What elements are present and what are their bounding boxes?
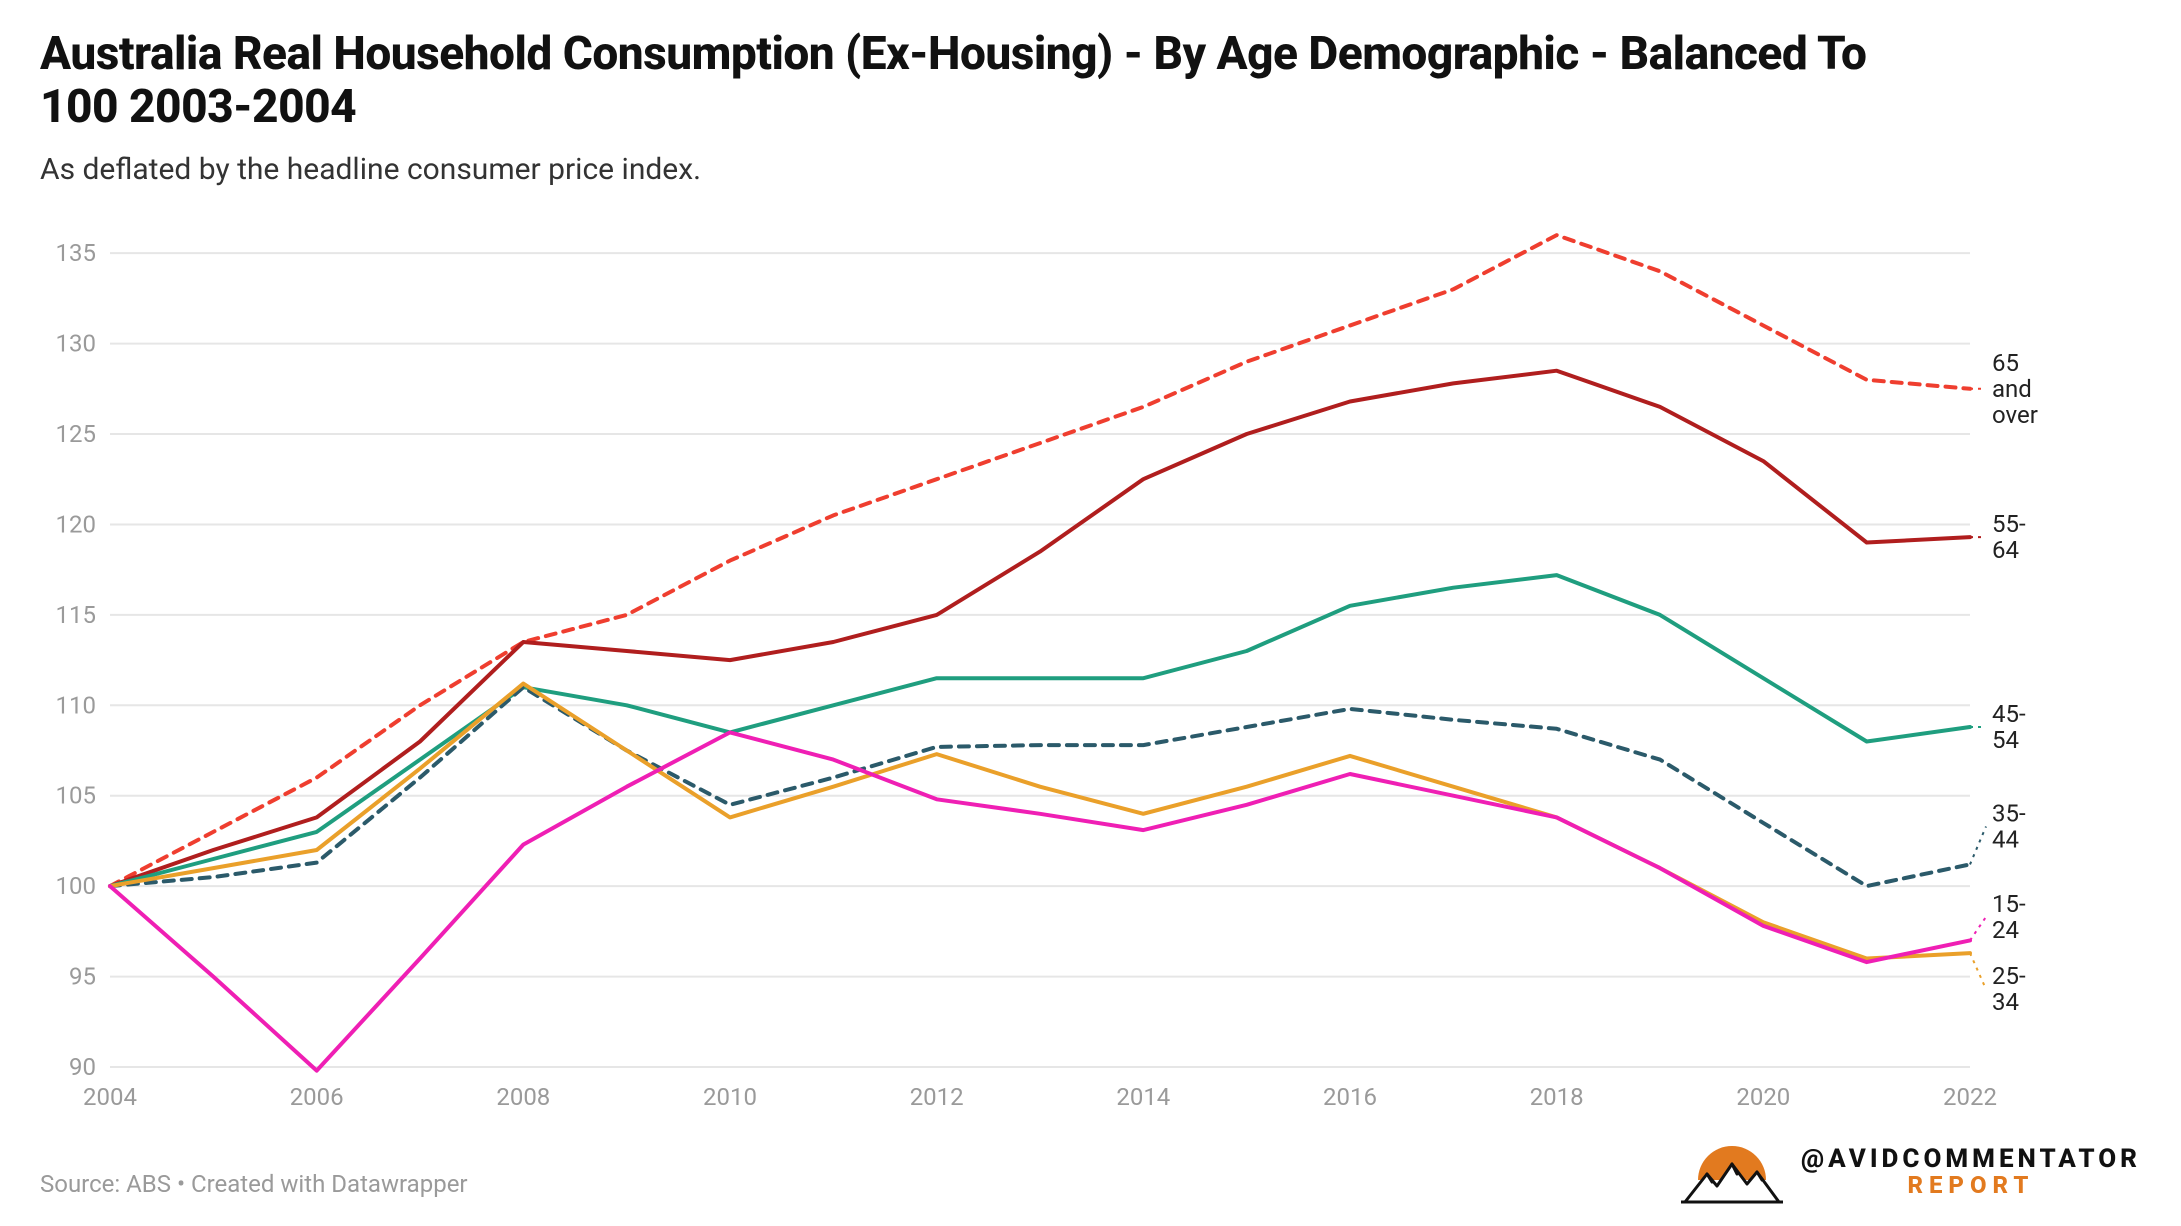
series-line [110, 575, 1970, 886]
line-chart: 90 95 100 105 110 115 120 125 130 135 2004 2006 2008… [40, 207, 2140, 1127]
x-axis-tick-label: 2008 [496, 1083, 550, 1111]
series-label-connector [1970, 917, 1986, 941]
series-label: 24 [1992, 916, 2019, 944]
source-footer: Source: ABS • Created with Datawrapper [40, 1170, 468, 1198]
y-axis-tick-label: 120 [56, 510, 96, 538]
x-axis-tick-label: 2010 [703, 1083, 757, 1111]
mountain-sun-icon [1677, 1132, 1787, 1212]
chart-title: Australia Real Household Consumption (Ex… [40, 28, 1940, 134]
series-label: 54 [1992, 726, 2019, 754]
x-axis-tick-label: 2018 [1530, 1083, 1584, 1111]
x-axis-tick-label: 2016 [1323, 1083, 1377, 1111]
chart-area: 90 95 100 105 110 115 120 125 130 135 2004 2006 2008… [40, 207, 2140, 1127]
series-line [110, 370, 1970, 885]
series-label: 64 [1992, 536, 2019, 564]
y-axis-tick-label: 125 [56, 420, 96, 448]
y-axis-tick-label: 135 [56, 239, 96, 267]
series-label: 35- [1992, 799, 2026, 827]
series-label-connector [1970, 826, 1986, 864]
x-axis-tick-label: 2012 [910, 1083, 964, 1111]
series-line [110, 683, 1970, 958]
y-axis-tick-label: 90 [69, 1053, 96, 1081]
series-label: 25- [1992, 962, 2026, 990]
series-label: 65 [1992, 349, 2019, 377]
y-axis-tick-label: 100 [56, 872, 96, 900]
x-axis-tick-label: 2004 [83, 1083, 137, 1111]
series-label: 45- [1992, 700, 2026, 728]
y-axis-tick-label: 110 [56, 691, 96, 719]
y-axis-tick-label: 115 [56, 601, 96, 629]
x-axis-tick-label: 2014 [1116, 1083, 1170, 1111]
brand-logo: @AVIDCOMMENTATOR REPORT [1677, 1132, 2141, 1212]
series-label: and [1992, 375, 2032, 403]
series-label-connector [1970, 953, 1986, 989]
y-axis-tick-label: 105 [56, 782, 96, 810]
series-label: 44 [1992, 825, 2019, 853]
logo-sub: REPORT [1907, 1173, 2034, 1198]
series-label: 55- [1992, 510, 2026, 538]
x-axis-tick-label: 2006 [290, 1083, 344, 1111]
chart-subtitle: As deflated by the headline consumer pri… [40, 152, 2141, 187]
y-axis-tick-label: 95 [69, 962, 96, 990]
logo-handle: @AVIDCOMMENTATOR [1801, 1146, 2141, 1173]
series-label: 15- [1992, 890, 2026, 918]
series-label: over [1992, 401, 2038, 429]
x-axis-tick-label: 2022 [1943, 1083, 1997, 1111]
y-axis-tick-label: 130 [56, 329, 96, 357]
x-axis-tick-label: 2020 [1736, 1083, 1790, 1111]
series-label: 34 [1992, 988, 2019, 1016]
